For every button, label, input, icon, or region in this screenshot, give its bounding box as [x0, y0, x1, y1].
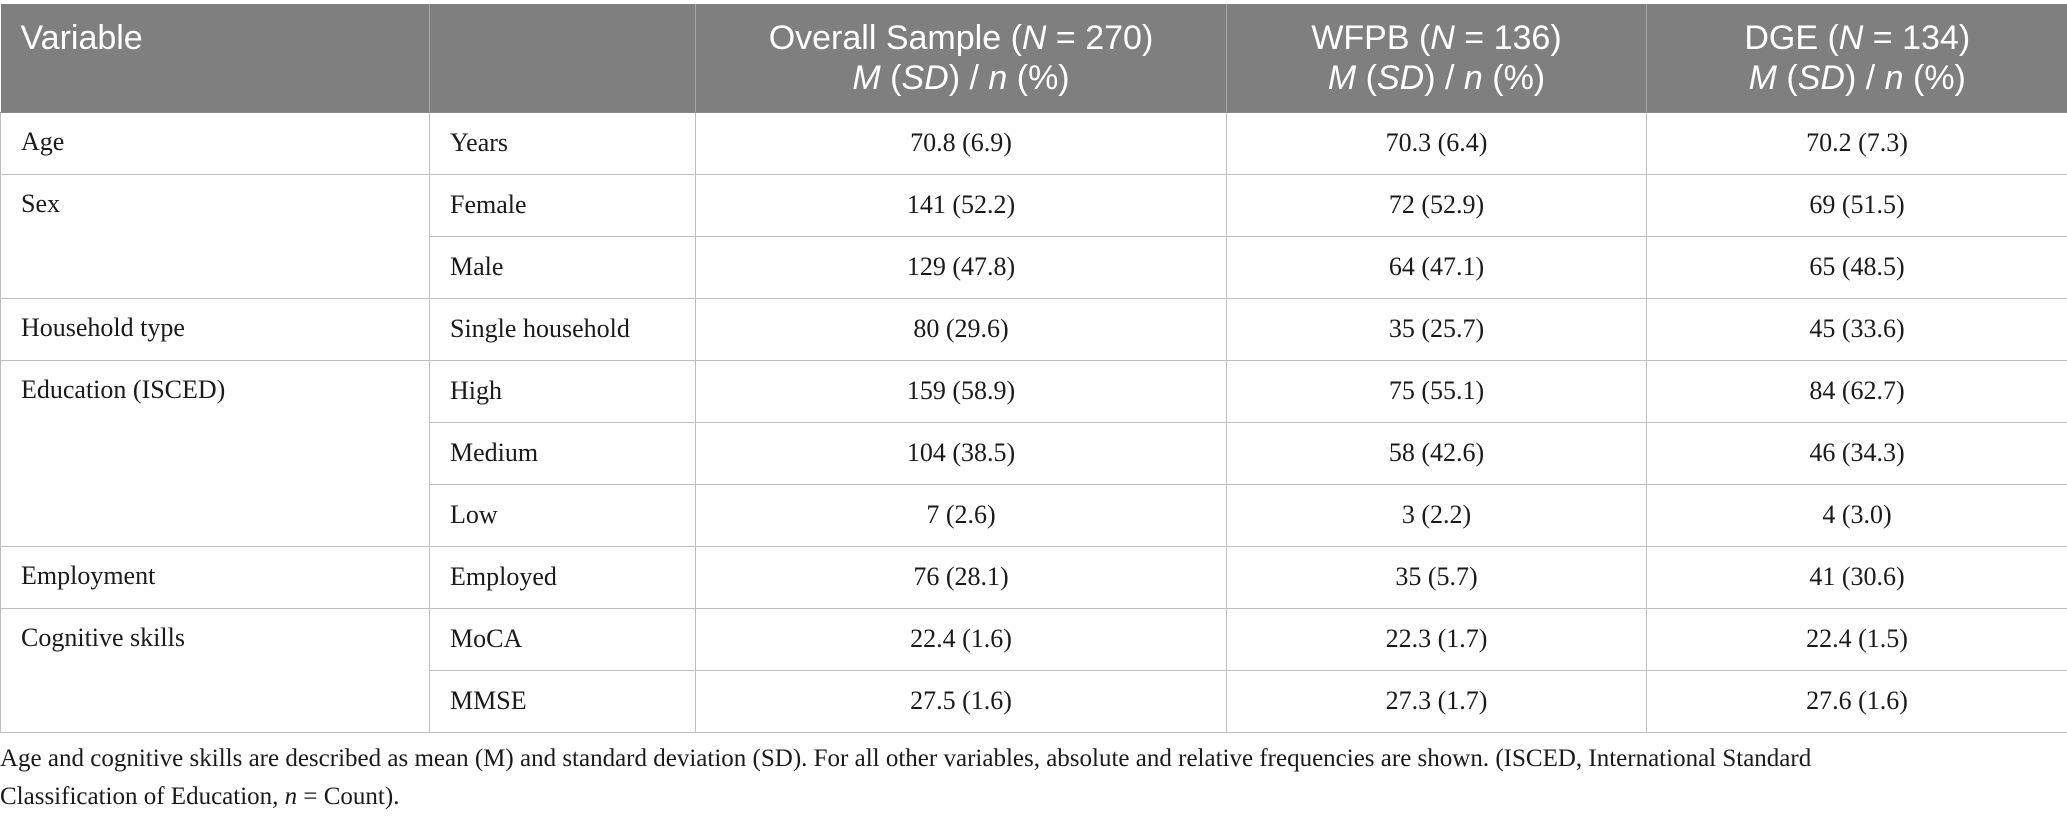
overall-cell: 159 (58.9) [695, 360, 1227, 423]
header-overall-stat: M (SD) / n (%) [852, 59, 1070, 97]
characteristics-table: Variable Overall Sample (N = 270) M (SD)… [0, 4, 2067, 733]
level-cell: MMSE [429, 670, 696, 733]
table-row: Low 7 (2.6) 3 (2.2) 4 (3.0) [1, 484, 2067, 547]
overall-cell: 27.5 (1.6) [695, 670, 1227, 733]
wfpb-cell: 35 (5.7) [1226, 546, 1647, 609]
overall-cell: 80 (29.6) [695, 298, 1227, 361]
table-row: Employment Employed 76 (28.1) 35 (5.7) 4… [0, 546, 2067, 609]
overall-cell: 76 (28.1) [695, 546, 1227, 609]
variable-cell: Age [0, 112, 430, 175]
header-wfpb: WFPB (N = 136) M (SD) / n (%) [1226, 4, 1647, 113]
header-row: Variable Overall Sample (N = 270) M (SD)… [0, 4, 2067, 113]
level-cell: Employed [429, 546, 696, 609]
table-header: Variable Overall Sample (N = 270) M (SD)… [0, 4, 2067, 113]
table-row: Medium 104 (38.5) 58 (42.6) 46 (34.3) [1, 422, 2067, 485]
variable-cell: Household type [0, 298, 430, 361]
table-row: Sex Female 141 (52.2) 72 (52.9) 69 (51.5… [0, 174, 2067, 299]
header-dge-name: DGE (N = 134) [1744, 19, 1971, 57]
dge-cell: 22.4 (1.5) [1646, 608, 2067, 671]
dge-cell: 46 (34.3) [1646, 422, 2067, 485]
dge-cell: 45 (33.6) [1646, 298, 2067, 361]
table-row: Cognitive skills MoCA 22.4 (1.6) 22.3 (1… [0, 608, 2067, 733]
level-cell: Medium [429, 422, 696, 485]
header-wfpb-name: WFPB (N = 136) [1311, 19, 1562, 57]
variable-cell: Sex [0, 174, 430, 299]
overall-cell: 141 (52.2) [695, 174, 1227, 237]
level-cell: Female [429, 174, 696, 237]
dge-cell: 65 (48.5) [1646, 236, 2067, 299]
level-cell: Single household [429, 298, 696, 361]
level-cell: High [429, 360, 696, 423]
wfpb-cell: 72 (52.9) [1226, 174, 1647, 237]
table-row: Age Years 70.8 (6.9) 70.3 (6.4) 70.2 (7.… [0, 112, 2067, 175]
header-overall: Overall Sample (N = 270) M (SD) / n (%) [695, 4, 1227, 113]
table-row: Male 129 (47.8) 64 (47.1) 65 (48.5) [1, 236, 2067, 299]
table-row: Education (ISCED) High 159 (58.9) 75 (55… [0, 360, 2067, 547]
header-variable-label: Variable [20, 19, 143, 57]
table-row: Household type Single household 80 (29.6… [0, 298, 2067, 361]
overall-cell: 7 (2.6) [695, 484, 1227, 547]
dge-cell: 41 (30.6) [1646, 546, 2067, 609]
header-sublabel [429, 4, 696, 113]
wfpb-cell: 3 (2.2) [1226, 484, 1647, 547]
footnote-line-2: Classification of Education, n = Count). [0, 783, 400, 810]
wfpb-cell: 58 (42.6) [1226, 422, 1647, 485]
wfpb-cell: 35 (25.7) [1226, 298, 1647, 361]
wfpb-cell: 27.3 (1.7) [1226, 670, 1647, 733]
variable-cell: Education (ISCED) [0, 360, 430, 547]
header-dge-stat: M (SD) / n (%) [1748, 59, 1966, 97]
wfpb-cell: 70.3 (6.4) [1226, 112, 1647, 175]
overall-cell: 22.4 (1.6) [695, 608, 1227, 671]
dge-cell: 69 (51.5) [1646, 174, 2067, 237]
dge-cell: 4 (3.0) [1646, 484, 2067, 547]
header-wfpb-stat: M (SD) / n (%) [1327, 59, 1546, 97]
table-row: MMSE 27.5 (1.6) 27.3 (1.7) 27.6 (1.6) [1, 670, 2067, 733]
wfpb-cell: 64 (47.1) [1226, 236, 1647, 299]
variable-cell: Employment [0, 546, 430, 609]
table-footnote: Age and cognitive skills are described a… [0, 740, 2000, 816]
dge-cell: 27.6 (1.6) [1646, 670, 2067, 733]
overall-cell: 104 (38.5) [695, 422, 1227, 485]
header-dge: DGE (N = 134) M (SD) / n (%) [1646, 4, 2067, 113]
table-body: Age Years 70.8 (6.9) 70.3 (6.4) 70.2 (7.… [0, 112, 2067, 733]
dge-cell: 70.2 (7.3) [1646, 112, 2067, 175]
level-cell: Years [429, 112, 696, 175]
header-overall-name: Overall Sample (N = 270) [768, 19, 1154, 57]
dge-cell: 84 (62.7) [1646, 360, 2067, 423]
level-cell: Male [429, 236, 696, 299]
header-variable: Variable [0, 4, 430, 113]
variable-cell: Cognitive skills [0, 608, 430, 733]
level-cell: MoCA [429, 608, 696, 671]
wfpb-cell: 75 (55.1) [1226, 360, 1647, 423]
wfpb-cell: 22.3 (1.7) [1226, 608, 1647, 671]
footnote-line-1: Age and cognitive skills are described a… [0, 745, 1812, 772]
level-cell: Low [429, 484, 696, 547]
overall-cell: 70.8 (6.9) [695, 112, 1227, 175]
overall-cell: 129 (47.8) [695, 236, 1227, 299]
